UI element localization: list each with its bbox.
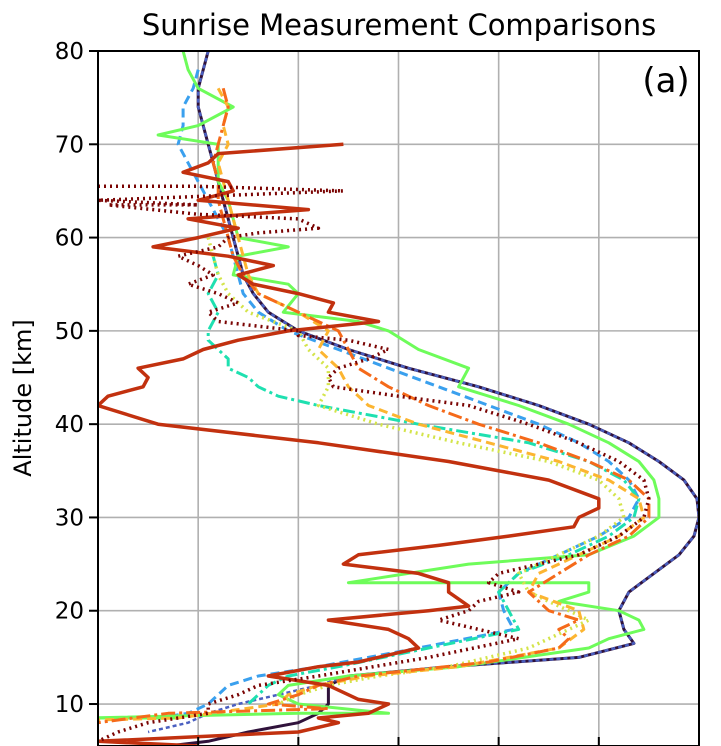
series-line-9 bbox=[98, 142, 601, 746]
y-tick-label: 20 bbox=[55, 599, 84, 625]
y-axis: 10 20 30 40 50 60 70 80 bbox=[55, 39, 98, 718]
chart-title: Sunrise Measurement Comparisons bbox=[142, 8, 656, 42]
y-tick-label: 80 bbox=[55, 39, 84, 65]
y-tick-label: 70 bbox=[55, 132, 84, 158]
series-line-6 bbox=[206, 237, 626, 706]
y-tick-label: 30 bbox=[55, 505, 84, 531]
series-line-7 bbox=[98, 87, 646, 722]
y-tick-label: 10 bbox=[55, 692, 84, 718]
series-line-10 bbox=[98, 184, 651, 743]
y-tick-label: 60 bbox=[55, 226, 84, 252]
y-tick-label: 40 bbox=[55, 412, 84, 438]
plot-area bbox=[98, 51, 699, 746]
series-line-5 bbox=[98, 51, 661, 720]
grid-lines bbox=[98, 51, 699, 746]
x-axis bbox=[97, 737, 700, 745]
series-line-1 bbox=[167, 51, 699, 746]
axes-frame bbox=[97, 50, 700, 746]
panel-label: (a) bbox=[642, 61, 689, 101]
y-tick-label: 50 bbox=[55, 319, 84, 345]
series-line-8 bbox=[98, 87, 651, 725]
y-axis-label: Altitude [km] bbox=[9, 319, 37, 476]
